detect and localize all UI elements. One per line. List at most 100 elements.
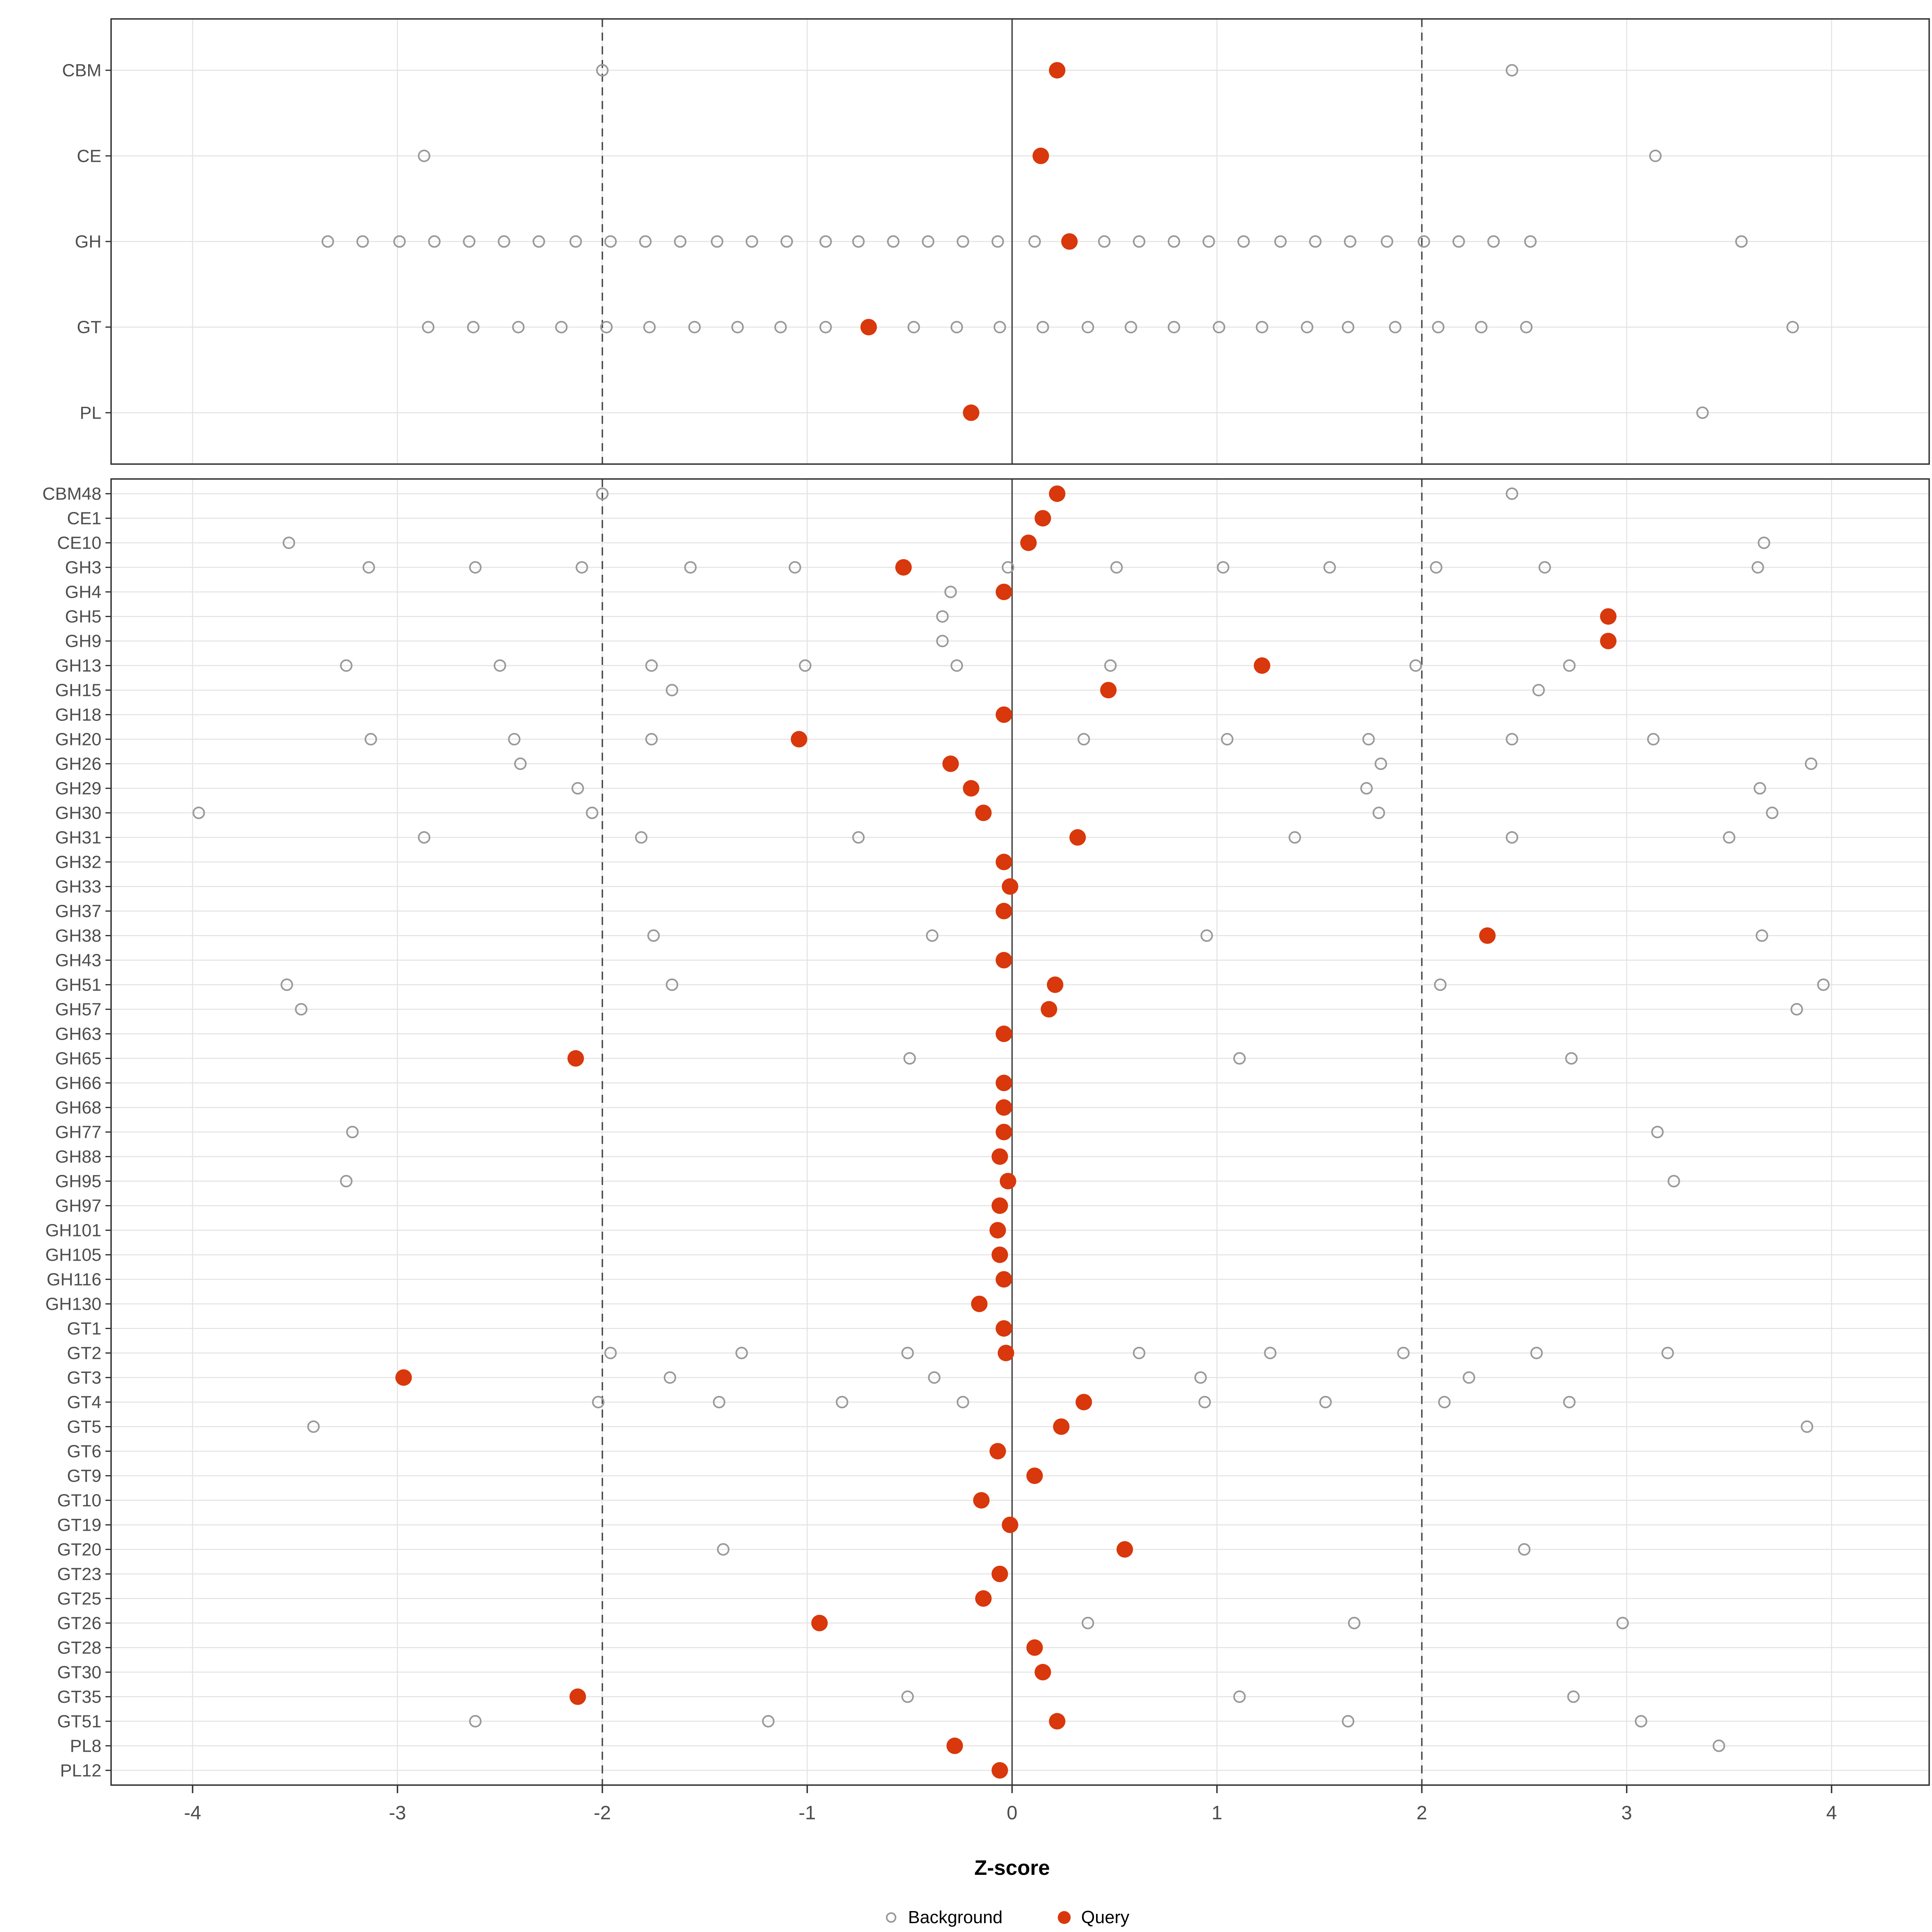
background-point [928, 1371, 941, 1384]
query-point [569, 1688, 586, 1705]
row-label: GH116 [47, 1269, 101, 1289]
background-point [731, 321, 744, 334]
background-point [1194, 1371, 1207, 1384]
background-point [512, 321, 525, 334]
background-point [604, 1346, 617, 1359]
background-point [1805, 758, 1818, 770]
background-point [422, 321, 435, 334]
legend-query-icon [1058, 1911, 1071, 1924]
row-label: GH51 [55, 975, 101, 995]
background-point [1264, 1346, 1277, 1359]
background-point [944, 586, 957, 599]
row-label: GT6 [67, 1441, 101, 1461]
background-point [592, 1395, 605, 1408]
background-point [418, 831, 431, 844]
background-point [1233, 1052, 1246, 1065]
background-point [901, 1690, 914, 1703]
row-label: GH88 [55, 1147, 101, 1166]
row-label: GH66 [55, 1073, 101, 1093]
background-point [469, 1715, 482, 1728]
row-label: GH15 [55, 681, 101, 700]
row-label: GH9 [65, 632, 101, 651]
row-label: GH20 [55, 730, 101, 749]
background-point [1133, 235, 1146, 248]
query-point [999, 1172, 1016, 1189]
row-label: GH97 [55, 1196, 101, 1216]
x-tick-label: 3 [1621, 1802, 1632, 1824]
background-point [1505, 64, 1518, 77]
background-point [1255, 321, 1268, 334]
background-point [1233, 1690, 1246, 1703]
query-point [1253, 657, 1270, 674]
query-point [1049, 62, 1065, 79]
background-point [936, 610, 949, 623]
query-point [1061, 233, 1078, 250]
query-point [995, 854, 1012, 871]
row-label: CBM48 [42, 484, 101, 504]
background-point [1348, 1616, 1361, 1629]
background-point [1133, 1346, 1146, 1359]
background-point [1713, 1739, 1726, 1752]
background-point [1082, 1616, 1094, 1629]
query-point [995, 1271, 1012, 1288]
background-point [1520, 321, 1533, 334]
background-point [1430, 561, 1443, 574]
background-point [1202, 235, 1215, 248]
background-point [1505, 831, 1518, 844]
background-point [1668, 1174, 1680, 1187]
query-point [1034, 1664, 1051, 1680]
row-label: GH37 [55, 902, 101, 921]
background-point [735, 1346, 748, 1359]
row-label: GT10 [57, 1490, 101, 1510]
background-point [281, 978, 293, 991]
background-point [596, 64, 609, 77]
row-label: CBM [62, 61, 101, 80]
background-point [852, 831, 865, 844]
query-point [1600, 608, 1617, 625]
query-point [1069, 829, 1086, 846]
background-point [1300, 321, 1313, 334]
query-point [1034, 510, 1051, 527]
background-point [645, 733, 658, 746]
query-point [1049, 485, 1065, 502]
row-label: GT19 [57, 1515, 101, 1535]
background-point [819, 235, 832, 248]
background-point [1786, 321, 1799, 334]
row-label: GH65 [55, 1049, 101, 1069]
row-label: GH101 [45, 1220, 101, 1240]
background-point [1538, 561, 1551, 574]
background-point [1344, 235, 1356, 248]
background-point [571, 782, 584, 795]
row-label: GH29 [55, 779, 101, 799]
background-point [1647, 733, 1660, 746]
background-point [713, 1395, 726, 1408]
background-point [1373, 807, 1385, 819]
x-tick-label: 1 [1212, 1802, 1222, 1824]
background-point [1790, 1003, 1803, 1016]
background-point [1221, 733, 1234, 746]
row-label: PL [80, 403, 101, 423]
background-point [340, 1174, 353, 1187]
background-point [576, 561, 588, 574]
background-point [469, 561, 482, 574]
x-tick-label: -2 [594, 1802, 611, 1824]
background-point [600, 321, 613, 334]
background-point [1274, 235, 1287, 248]
background-point [514, 758, 527, 770]
background-point [1381, 235, 1393, 248]
background-point [1198, 1395, 1211, 1408]
background-point [1723, 831, 1736, 844]
background-point [1563, 659, 1576, 672]
background-point [1438, 1395, 1451, 1408]
background-point [1362, 733, 1375, 746]
row-label: GH33 [55, 877, 101, 897]
query-point [991, 1246, 1008, 1263]
row-label: GH43 [55, 951, 101, 970]
background-point [852, 235, 865, 248]
query-point [1032, 147, 1049, 164]
row-label: GT26 [57, 1613, 101, 1633]
row-label: GH68 [55, 1098, 101, 1118]
background-point [688, 321, 701, 334]
background-point [907, 321, 920, 334]
